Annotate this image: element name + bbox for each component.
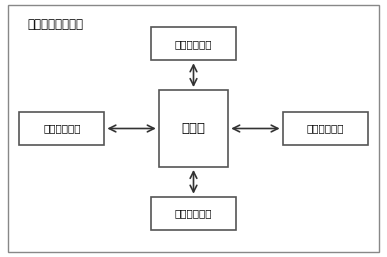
Text: 磁场控制单元: 磁场控制单元 [307, 124, 344, 133]
Bar [19, 112, 104, 145]
Text: 磁场分析单元: 磁场分析单元 [175, 39, 212, 49]
Text: 服务器: 服务器 [182, 122, 205, 135]
Text: 环境分析单元: 环境分析单元 [43, 124, 80, 133]
Text: 电机分析单元: 电机分析单元 [175, 208, 212, 218]
Bar [283, 112, 368, 145]
Bar [159, 90, 228, 167]
Text: 电机磁场控制平台: 电机磁场控制平台 [27, 18, 83, 31]
Bar [151, 27, 236, 60]
Bar [151, 197, 236, 230]
